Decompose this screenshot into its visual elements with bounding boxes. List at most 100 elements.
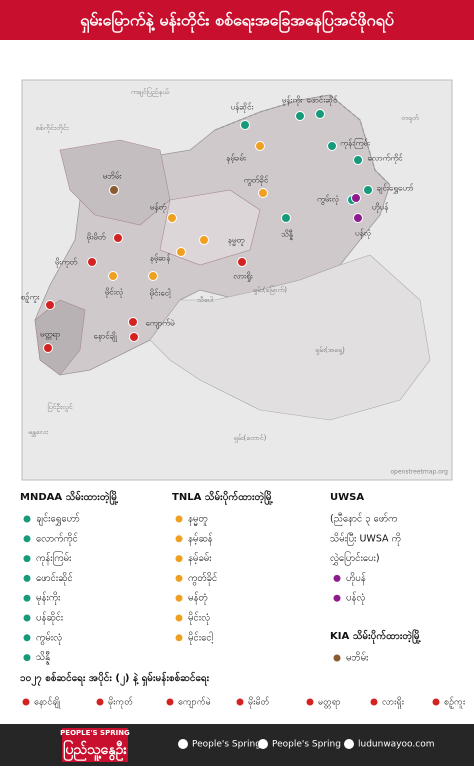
- district: [59, 139, 171, 226]
- legend-subtitle: သိမ်းပြီး UWSA ကို: [330, 533, 401, 545]
- map: [21, 79, 453, 481]
- legend-item: ကုန်းကြမ်း: [36, 552, 72, 565]
- legend-swatch: [175, 535, 183, 543]
- map-region-label: ရှမ်း(အရှေ့): [315, 346, 345, 355]
- legend-item: မုန်းကိုး: [36, 593, 61, 605]
- legend-swatch: [96, 698, 104, 706]
- map-frame: [21, 79, 453, 481]
- map-region-label: ကချင်ပြည်နယ်: [131, 87, 170, 97]
- town-marker: [353, 213, 363, 223]
- legend-item: ပန်လုံ: [346, 593, 365, 605]
- legend-swatch: [23, 614, 31, 622]
- town-label: ဟိုပန်: [372, 202, 389, 214]
- town-label: မိုင်းလုံ: [105, 287, 124, 299]
- town-label: နမ့်ဆန်: [150, 253, 171, 265]
- legend-swatch: [23, 594, 31, 602]
- town-label: မိုးကုတ်: [55, 257, 77, 269]
- legend-item: သိန္နီ: [36, 652, 51, 665]
- legend-item: နမ့်ခမ်း: [188, 553, 212, 565]
- legend-swatch: [333, 594, 341, 602]
- town-label: မတ္တရာ: [40, 330, 60, 341]
- logo: ပြည်သူ့နွေဦး: [63, 740, 127, 761]
- town-marker: [255, 141, 265, 151]
- legend-item: မိုင်းငေါ့: [188, 632, 214, 644]
- legend-swatch: [370, 698, 378, 706]
- legend-swatch: [23, 634, 31, 642]
- town-marker: [281, 213, 291, 223]
- town-label: ပန်ဆိုင်း: [231, 102, 255, 114]
- district: [34, 299, 86, 376]
- town-marker: [258, 188, 268, 198]
- town-marker: [43, 343, 53, 353]
- legend-swatch: [175, 555, 183, 563]
- legend-swatch: [175, 594, 183, 602]
- legend-swatch: [236, 698, 244, 706]
- legend-item: မိုင်းလုံ: [188, 613, 210, 625]
- town-label: သိန္နီ: [281, 229, 294, 242]
- town-marker: [363, 185, 373, 195]
- town-label: ကွတ်ခိုင်: [244, 175, 269, 187]
- legend-swatch: [23, 555, 31, 563]
- town-label: ဖောင်းဆိုင်: [307, 95, 338, 107]
- legend-swatch: [333, 654, 341, 662]
- facebook-icon: [178, 739, 188, 749]
- legend-item: စဉ့်ကူး: [444, 697, 466, 709]
- town-label: မိုးမိတ်: [87, 232, 106, 244]
- legend-item: လားရှိုး: [382, 697, 405, 709]
- legend-item: မန်တုံ: [188, 593, 208, 605]
- legend-swatch: [175, 614, 183, 622]
- legend-title: UWSA: [330, 492, 364, 503]
- legend-item: မတ္တရာ: [318, 698, 341, 709]
- legend-title: ၁၀၂၇ စစ်ဆင်ရေး အပိုင်း (၂) နဲ့ ရှမ်းမန်း…: [20, 671, 210, 687]
- legend-item: မိုးမိတ်: [248, 697, 270, 709]
- map-region-label: သီပေါ: [197, 296, 213, 304]
- legend-item: နမ္မတူ: [188, 514, 208, 526]
- legend-swatch: [23, 574, 31, 582]
- town-marker: [351, 193, 361, 203]
- youtube: People's Spring: [272, 740, 341, 750]
- legend-item: နမ့်ဆန်: [188, 533, 213, 545]
- town-label: ကျောက်မဲ: [145, 318, 174, 330]
- town-marker: [128, 317, 138, 327]
- legend-swatch: [175, 634, 183, 642]
- legend-item: ကျောက်မဲ: [178, 697, 211, 709]
- town-label: ကုန်းကြမ်း: [340, 138, 371, 150]
- town-marker: [237, 257, 247, 267]
- legend-swatch: [333, 574, 341, 582]
- legend-item: နောင်ချို: [34, 697, 61, 709]
- legend-subtitle: လွှဲပြောင်းပေး): [330, 552, 380, 565]
- town-marker: [176, 247, 186, 257]
- map-region-label: ရှမ်း(မြောက်): [253, 285, 287, 295]
- border: [214, 94, 391, 186]
- legend-item: လောက်ကိုင်: [36, 533, 78, 545]
- town-marker: [148, 271, 158, 281]
- town-marker: [240, 120, 250, 130]
- town-label: မန်တုံ: [150, 202, 167, 214]
- legend-item: ဖောင်းဆိုင်: [36, 573, 73, 585]
- town-label: ချင်းရွှေဟော်: [377, 183, 414, 195]
- legend-title: MNDAA သိမ်းထားတဲ့မြို့: [20, 489, 119, 506]
- title-band: [0, 0, 474, 40]
- legend-item: ကွတ်ခိုင်: [188, 573, 218, 585]
- legend-item: ကွမ်းလုံ: [36, 632, 62, 644]
- map-region-label: တရုတ်: [401, 114, 419, 123]
- legend-title: TNLA သိမ်းပိုက်ထားတဲ့မြို့: [172, 489, 274, 506]
- town-label: နမ့်ခမ်း: [226, 153, 247, 165]
- legend-swatch: [23, 654, 31, 662]
- legend-swatch: [22, 698, 30, 706]
- town-label: လားရှိုး: [233, 271, 253, 283]
- district: [159, 189, 261, 266]
- website: ludunwayoo.com: [358, 740, 434, 750]
- legend-item: မဘိမ်း: [346, 653, 369, 664]
- legend-item: ဟိုပန်: [346, 573, 366, 585]
- town-marker: [315, 109, 325, 119]
- region-shan-east: [149, 254, 431, 421]
- legend-swatch: [175, 574, 183, 582]
- town-label: မုန်းကိုး: [282, 95, 304, 107]
- map-region-label: စစ်ကိုင်းတိုင်း: [36, 124, 69, 133]
- map-region-label: ပြင်ဦးလွင်: [47, 402, 73, 412]
- legend-subtitle: (ညီနောင် ၃ ဖော်က: [330, 514, 397, 526]
- map-region-label: ရှမ်း(တောင်): [234, 434, 267, 443]
- town-marker: [199, 235, 209, 245]
